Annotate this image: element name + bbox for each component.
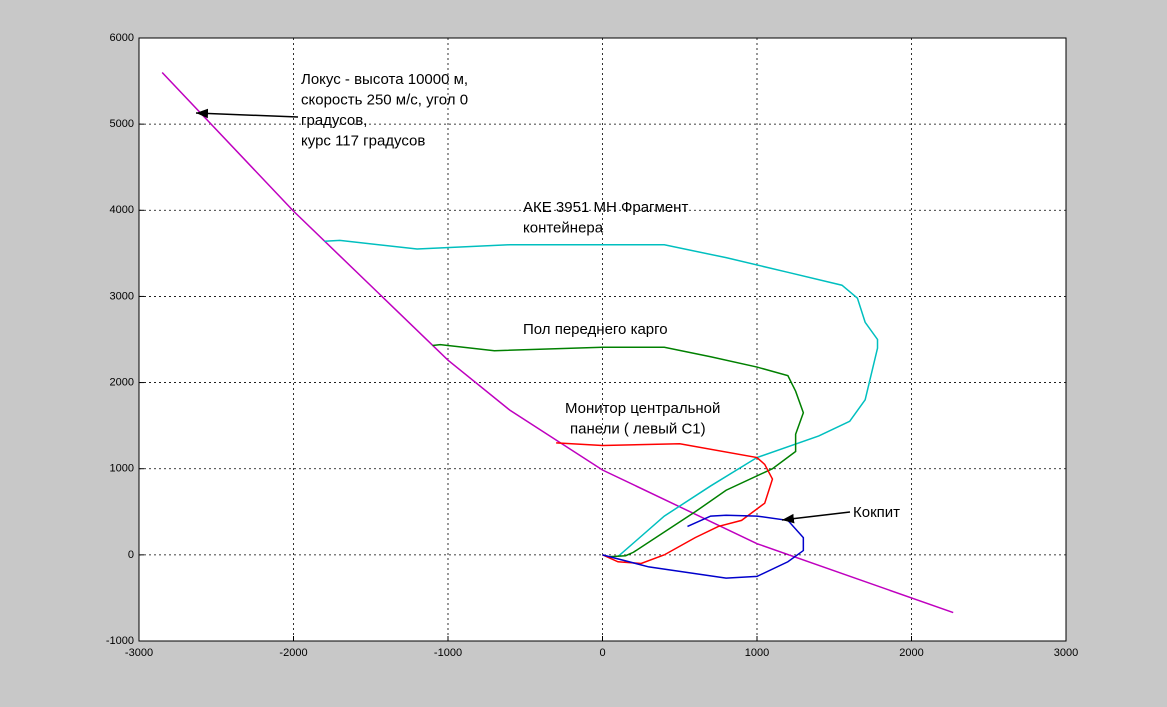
annotation: скорость 250 м/с, угол 0 <box>301 91 468 108</box>
annotation: Монитор центральной <box>565 400 720 417</box>
annotation: градусов, <box>301 112 367 129</box>
y-tick-label: 3000 <box>110 290 134 302</box>
y-tick-label: 4000 <box>110 204 134 216</box>
x-tick-label: 3000 <box>1054 647 1078 659</box>
x-tick-label: 2000 <box>899 647 923 659</box>
x-tick-label: -1000 <box>434 647 462 659</box>
x-tick-label: 1000 <box>745 647 769 659</box>
y-tick-label: 0 <box>128 549 134 561</box>
annotation: курс 117 градусов <box>301 132 425 149</box>
annotation: Локус - высота 10000 м, <box>301 71 468 88</box>
y-tick-label: 5000 <box>110 118 134 130</box>
x-tick-label: -2000 <box>279 647 307 659</box>
y-tick-label: -1000 <box>106 635 134 647</box>
series-line <box>432 343 805 558</box>
series-line <box>602 514 805 579</box>
x-tick-label: 0 <box>599 647 605 659</box>
y-tick-label: 1000 <box>110 463 134 475</box>
annotation: АКЕ 3951 МН Фрагмент <box>523 199 688 216</box>
annotation: панели ( левый С1) <box>570 420 706 437</box>
annotation: Кокпит <box>853 504 900 521</box>
y-tick-label: 2000 <box>110 376 134 388</box>
arrow <box>781 511 851 524</box>
series-line <box>161 71 954 614</box>
series-line <box>556 442 774 565</box>
arrow <box>195 108 299 119</box>
series-line <box>324 239 879 558</box>
annotation: Пол переднего карго <box>523 321 668 338</box>
annotation: контейнера <box>523 219 604 236</box>
x-tick-label: -3000 <box>125 647 153 659</box>
y-tick-label: 6000 <box>110 32 134 44</box>
